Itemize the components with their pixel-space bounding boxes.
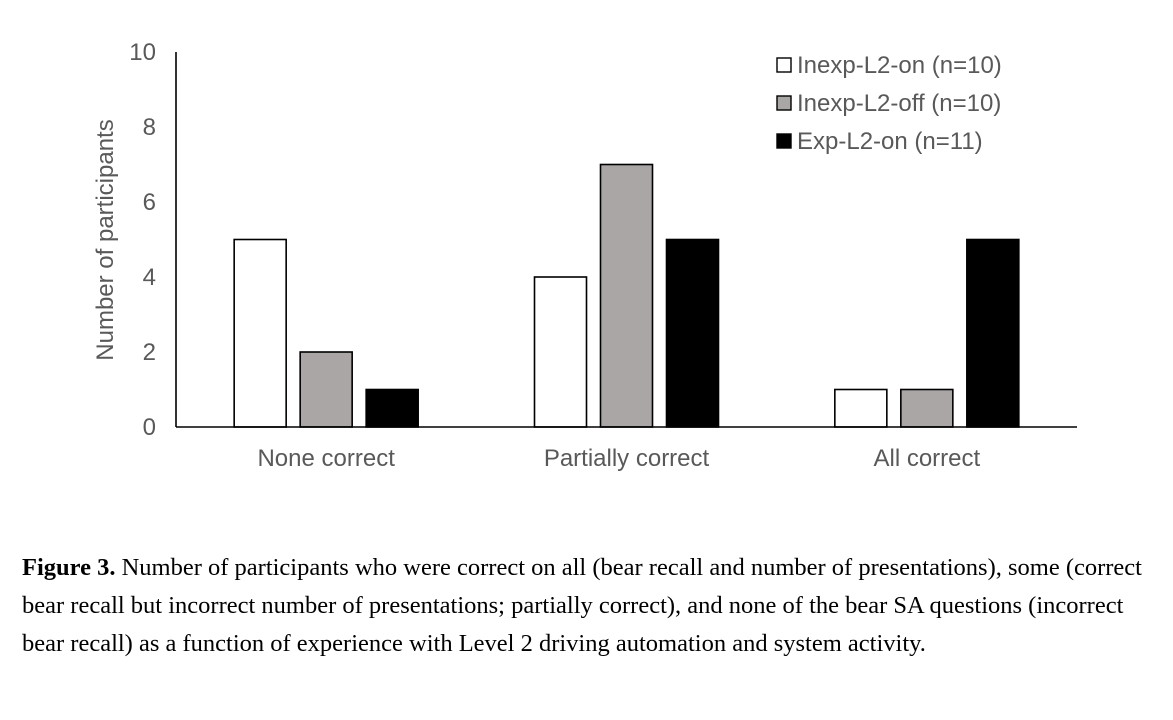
category-label: All correct — [873, 445, 980, 472]
y-axis-title: Number of participants — [92, 119, 119, 360]
legend-swatch — [776, 57, 792, 73]
bars-group — [233, 163, 1020, 428]
y-tick-label: 6 — [143, 189, 156, 216]
legend-label: Exp-L2-on (n=11) — [797, 128, 983, 155]
y-tick-label: 2 — [143, 339, 156, 366]
legend-swatch — [776, 133, 792, 149]
bar — [966, 238, 1020, 428]
y-tick-labels: 0 2 4 6 8 10 — [129, 39, 156, 441]
bar — [834, 388, 888, 428]
bar — [665, 238, 720, 428]
bar — [299, 351, 353, 428]
figure-caption: Figure 3. Number of participants who wer… — [22, 549, 1157, 663]
y-tick-label: 8 — [143, 114, 156, 141]
category-labels: None correct Partially correct All correct — [257, 445, 980, 472]
legend: Inexp-L2-on (n=10) Inexp-L2-off (n=10) Exp… — [776, 52, 1002, 155]
bar — [533, 276, 588, 428]
y-tick-label: 10 — [129, 39, 156, 66]
bar — [365, 388, 419, 428]
bar — [599, 163, 654, 428]
y-tick-label: 0 — [143, 414, 156, 441]
legend-label: Inexp-L2-on (n=10) — [797, 52, 1002, 79]
bar — [900, 388, 954, 428]
category-label: None correct — [257, 445, 395, 472]
y-tick-label: 4 — [143, 264, 156, 291]
legend-label: Inexp-L2-off (n=10) — [797, 90, 1001, 117]
bar-chart: 0 2 4 6 8 10 None correct Partially correct All… — [92, 39, 1077, 472]
category-label: Partially correct — [544, 445, 710, 472]
legend-swatch — [776, 95, 792, 111]
bar — [233, 238, 287, 428]
figure-caption-label: Figure 3. — [22, 554, 116, 581]
figure-caption-text: Number of participants who were correct … — [22, 554, 1142, 657]
